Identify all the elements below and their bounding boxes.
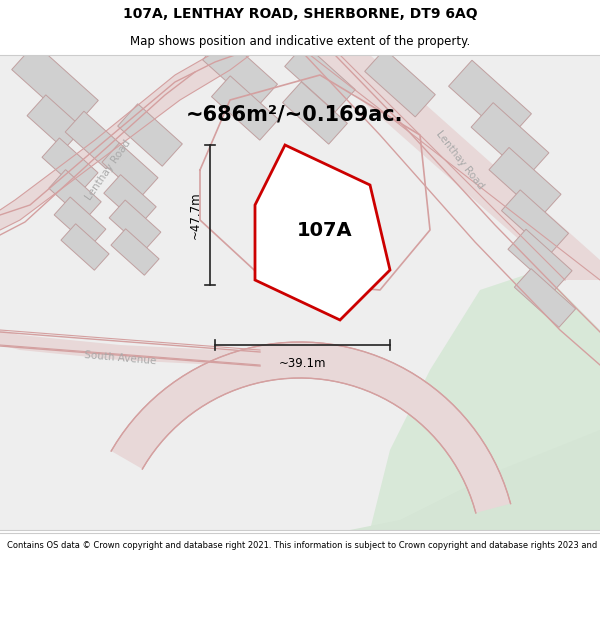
Polygon shape: [514, 269, 575, 328]
Polygon shape: [365, 49, 436, 117]
Polygon shape: [283, 82, 347, 144]
Polygon shape: [111, 229, 159, 275]
Polygon shape: [471, 102, 549, 178]
Polygon shape: [0, 330, 260, 365]
Polygon shape: [508, 229, 572, 291]
Text: ~686m²/~0.169ac.: ~686m²/~0.169ac.: [186, 105, 404, 125]
Polygon shape: [350, 430, 600, 530]
Polygon shape: [489, 148, 561, 217]
Polygon shape: [370, 270, 600, 530]
Polygon shape: [502, 190, 569, 254]
Text: 107A: 107A: [297, 221, 353, 239]
Text: Contains OS data © Crown copyright and database right 2021. This information is : Contains OS data © Crown copyright and d…: [7, 541, 600, 551]
Polygon shape: [12, 44, 98, 126]
Polygon shape: [203, 36, 277, 108]
Polygon shape: [111, 342, 511, 513]
Polygon shape: [118, 104, 182, 166]
Polygon shape: [255, 145, 390, 320]
Polygon shape: [310, 55, 600, 280]
Text: ~39.1m: ~39.1m: [279, 357, 326, 370]
Polygon shape: [42, 138, 98, 192]
Polygon shape: [449, 60, 532, 140]
Text: South Avenue: South Avenue: [83, 350, 157, 366]
Polygon shape: [49, 169, 101, 221]
Polygon shape: [109, 200, 161, 250]
Text: Map shows position and indicative extent of the property.: Map shows position and indicative extent…: [130, 35, 470, 48]
Polygon shape: [54, 197, 106, 247]
Polygon shape: [0, 55, 250, 230]
Text: Lenthay Road: Lenthay Road: [434, 129, 486, 191]
Text: 107A, LENTHAY ROAD, SHERBORNE, DT9 6AQ: 107A, LENTHAY ROAD, SHERBORNE, DT9 6AQ: [122, 7, 478, 21]
Polygon shape: [284, 44, 355, 112]
Polygon shape: [211, 76, 278, 140]
Polygon shape: [27, 95, 83, 149]
Polygon shape: [61, 224, 109, 270]
Text: Lenthay Road: Lenthay Road: [83, 138, 133, 202]
Polygon shape: [65, 111, 125, 169]
Polygon shape: [102, 143, 158, 197]
Text: ~47.7m: ~47.7m: [189, 191, 202, 239]
Polygon shape: [104, 174, 156, 226]
